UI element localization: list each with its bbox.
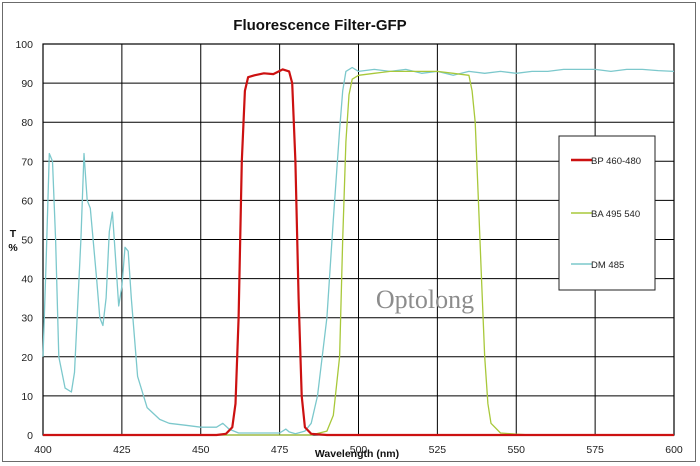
y-axis-label-t: T [10,228,17,240]
y-tick-label: 50 [21,235,33,247]
y-tick-label: 10 [21,391,33,403]
legend-label-2: BA 495 540 [591,209,640,220]
x-tick-label: 575 [586,444,604,456]
y-tick-label: 100 [15,39,33,51]
y-tick-label: 80 [21,117,33,129]
x-tick-label: 450 [192,444,210,456]
y-tick-label: 60 [21,195,33,207]
series-line-2 [43,70,674,436]
legend-label-1: BP 460-480 [591,156,641,167]
y-tick-label: 20 [21,352,33,364]
legend-label-3: DM 485 [591,260,624,271]
y-tick-label: 70 [21,156,33,168]
y-axis-label-pct: % [8,242,18,254]
series-line-1 [43,68,674,437]
x-tick-label: 500 [350,444,368,456]
x-axis-ticks: 400 425 450 475 500 525 550 575 600 [34,444,683,456]
x-tick-label: 475 [271,444,289,456]
watermark: Optolong [376,285,474,314]
x-tick-label: 400 [34,444,52,456]
y-tick-label: 40 [21,274,33,286]
chart-frame [2,2,696,462]
y-tick-label: 0 [27,430,33,442]
y-tick-label: 90 [21,78,33,90]
x-axis-label: Wavelength (nm) [315,448,399,460]
series-line-3 [42,66,675,435]
x-tick-label: 600 [665,444,683,456]
x-tick-label: 425 [113,444,131,456]
y-tick-label: 30 [21,313,33,325]
y-axis-ticks: 0 10 20 30 40 50 60 70 80 90 100 [15,39,33,442]
chart-title: Fluorescence Filter-GFP [233,17,406,34]
x-tick-label: 550 [507,444,525,456]
series-lines [42,66,675,437]
legend: BP 460-480 BA 495 540 DM 485 [558,135,656,291]
x-tick-label: 525 [429,444,447,456]
grid [42,43,675,436]
